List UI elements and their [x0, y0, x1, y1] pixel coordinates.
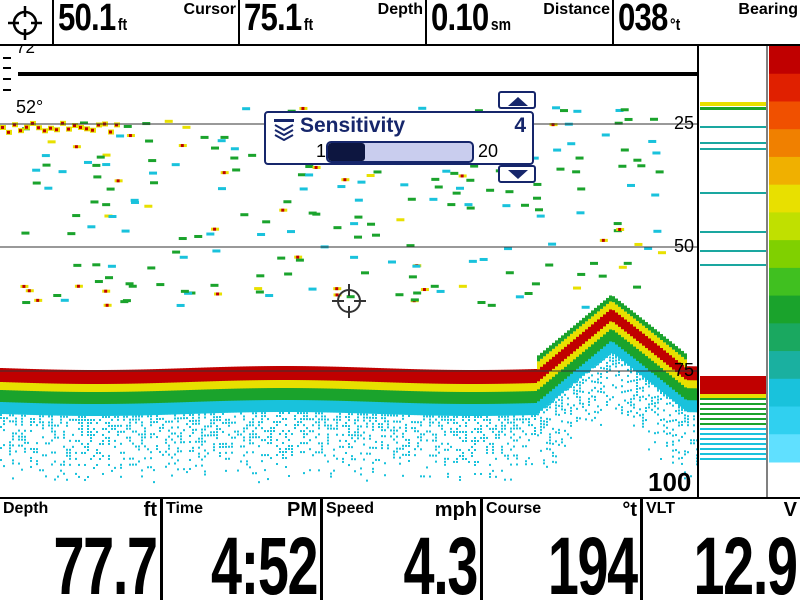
sensitivity-decrease-button[interactable]: [498, 165, 536, 183]
course-digits-unit: °t: [622, 499, 637, 521]
sensitivity-value: 4: [514, 114, 526, 137]
depth-digits-unit: ft: [143, 499, 157, 521]
time-digits-unit: PM: [287, 499, 317, 521]
depth-readout: 75.1 ft Depth: [238, 0, 425, 46]
cursor-value: 50.1 ft: [58, 0, 128, 39]
water-temperature-label: 52°: [16, 97, 44, 117]
course-digits-box: Course °t 194: [480, 499, 640, 600]
distance-readout: 0.10 sm Distance: [425, 0, 612, 46]
depth-digits-box: Depth ft 77.7: [0, 499, 160, 600]
depth-scale-100: 100: [648, 467, 692, 497]
depth-scale-75: 75: [674, 360, 695, 380]
time-digits-value: 4:52: [210, 521, 319, 600]
voltage-digits-unit: V: [783, 499, 797, 521]
sensitivity-slider[interactable]: [326, 141, 474, 163]
sensitivity-increase-button[interactable]: [498, 91, 536, 109]
depth-value: 75.1 ft: [244, 0, 314, 39]
speed-digits-box: Speed mph 4.3: [320, 499, 480, 600]
voltage-digits-label: VLT: [646, 500, 676, 517]
sensitivity-icon: [274, 119, 294, 141]
cursor-label: Cursor: [183, 1, 236, 18]
bottom-readout-bar: Depth ft 77.7 Time PM 4:52 Speed mph 4.3…: [0, 497, 800, 600]
depth-digits-value: 77.7: [53, 521, 158, 600]
course-digits-value: 194: [548, 521, 638, 600]
cursor-readout: 50.1 ft Cursor: [52, 0, 238, 46]
depth-label: Depth: [377, 1, 423, 18]
sensitivity-title: Sensitivity: [300, 114, 406, 137]
depth-scale-25: 25: [674, 113, 695, 133]
depth-digits-label: Depth: [3, 500, 49, 517]
speed-digits-label: Speed: [326, 500, 375, 517]
speed-digits-unit: mph: [434, 499, 477, 521]
distance-value: 0.10 sm: [431, 0, 511, 39]
temperature-ticks: [3, 57, 11, 91]
cursor-mode-button[interactable]: [0, 0, 52, 46]
sensitivity-min-label: 1: [316, 141, 327, 161]
depth-scale-50: 50: [674, 236, 695, 256]
chevron-up-icon: [508, 97, 528, 106]
sonar-image: [0, 46, 800, 497]
voltage-digits-value: 12.9: [693, 521, 798, 600]
distance-label: Distance: [543, 1, 610, 18]
bearing-readout: 038 °t Bearing: [612, 0, 800, 46]
real-time-sonar-bar: [700, 102, 766, 460]
color-scale-bar: [769, 46, 800, 463]
bearing-value: 038 °t: [618, 0, 681, 39]
chevron-down-icon: [508, 170, 528, 179]
sensitivity-max-label: 20: [478, 141, 499, 161]
course-digits-label: Course: [486, 500, 542, 517]
sensitivity-dialog[interactable]: Sensitivity 4 1 20: [264, 91, 536, 183]
voltage-digits-box: VLT V 12.9: [640, 499, 800, 600]
temperature-graph-top-label: 72: [16, 46, 35, 57]
sonar-view[interactable]: 72 52° 25 50 75 100 Sensitivity 4 1 20: [0, 46, 800, 497]
target-crosshair-icon: [8, 6, 42, 40]
speed-digits-value: 4.3: [403, 521, 479, 600]
time-digits-label: Time: [166, 500, 204, 517]
top-readout-bar: 50.1 ft Cursor 75.1 ft Depth 0.10 sm Distan…: [0, 0, 800, 46]
bearing-label: Bearing: [738, 1, 798, 18]
sensitivity-slider-fill: [328, 143, 366, 161]
time-digits-box: Time PM 4:52: [160, 499, 320, 600]
crosshair-cursor-icon[interactable]: [332, 284, 366, 318]
